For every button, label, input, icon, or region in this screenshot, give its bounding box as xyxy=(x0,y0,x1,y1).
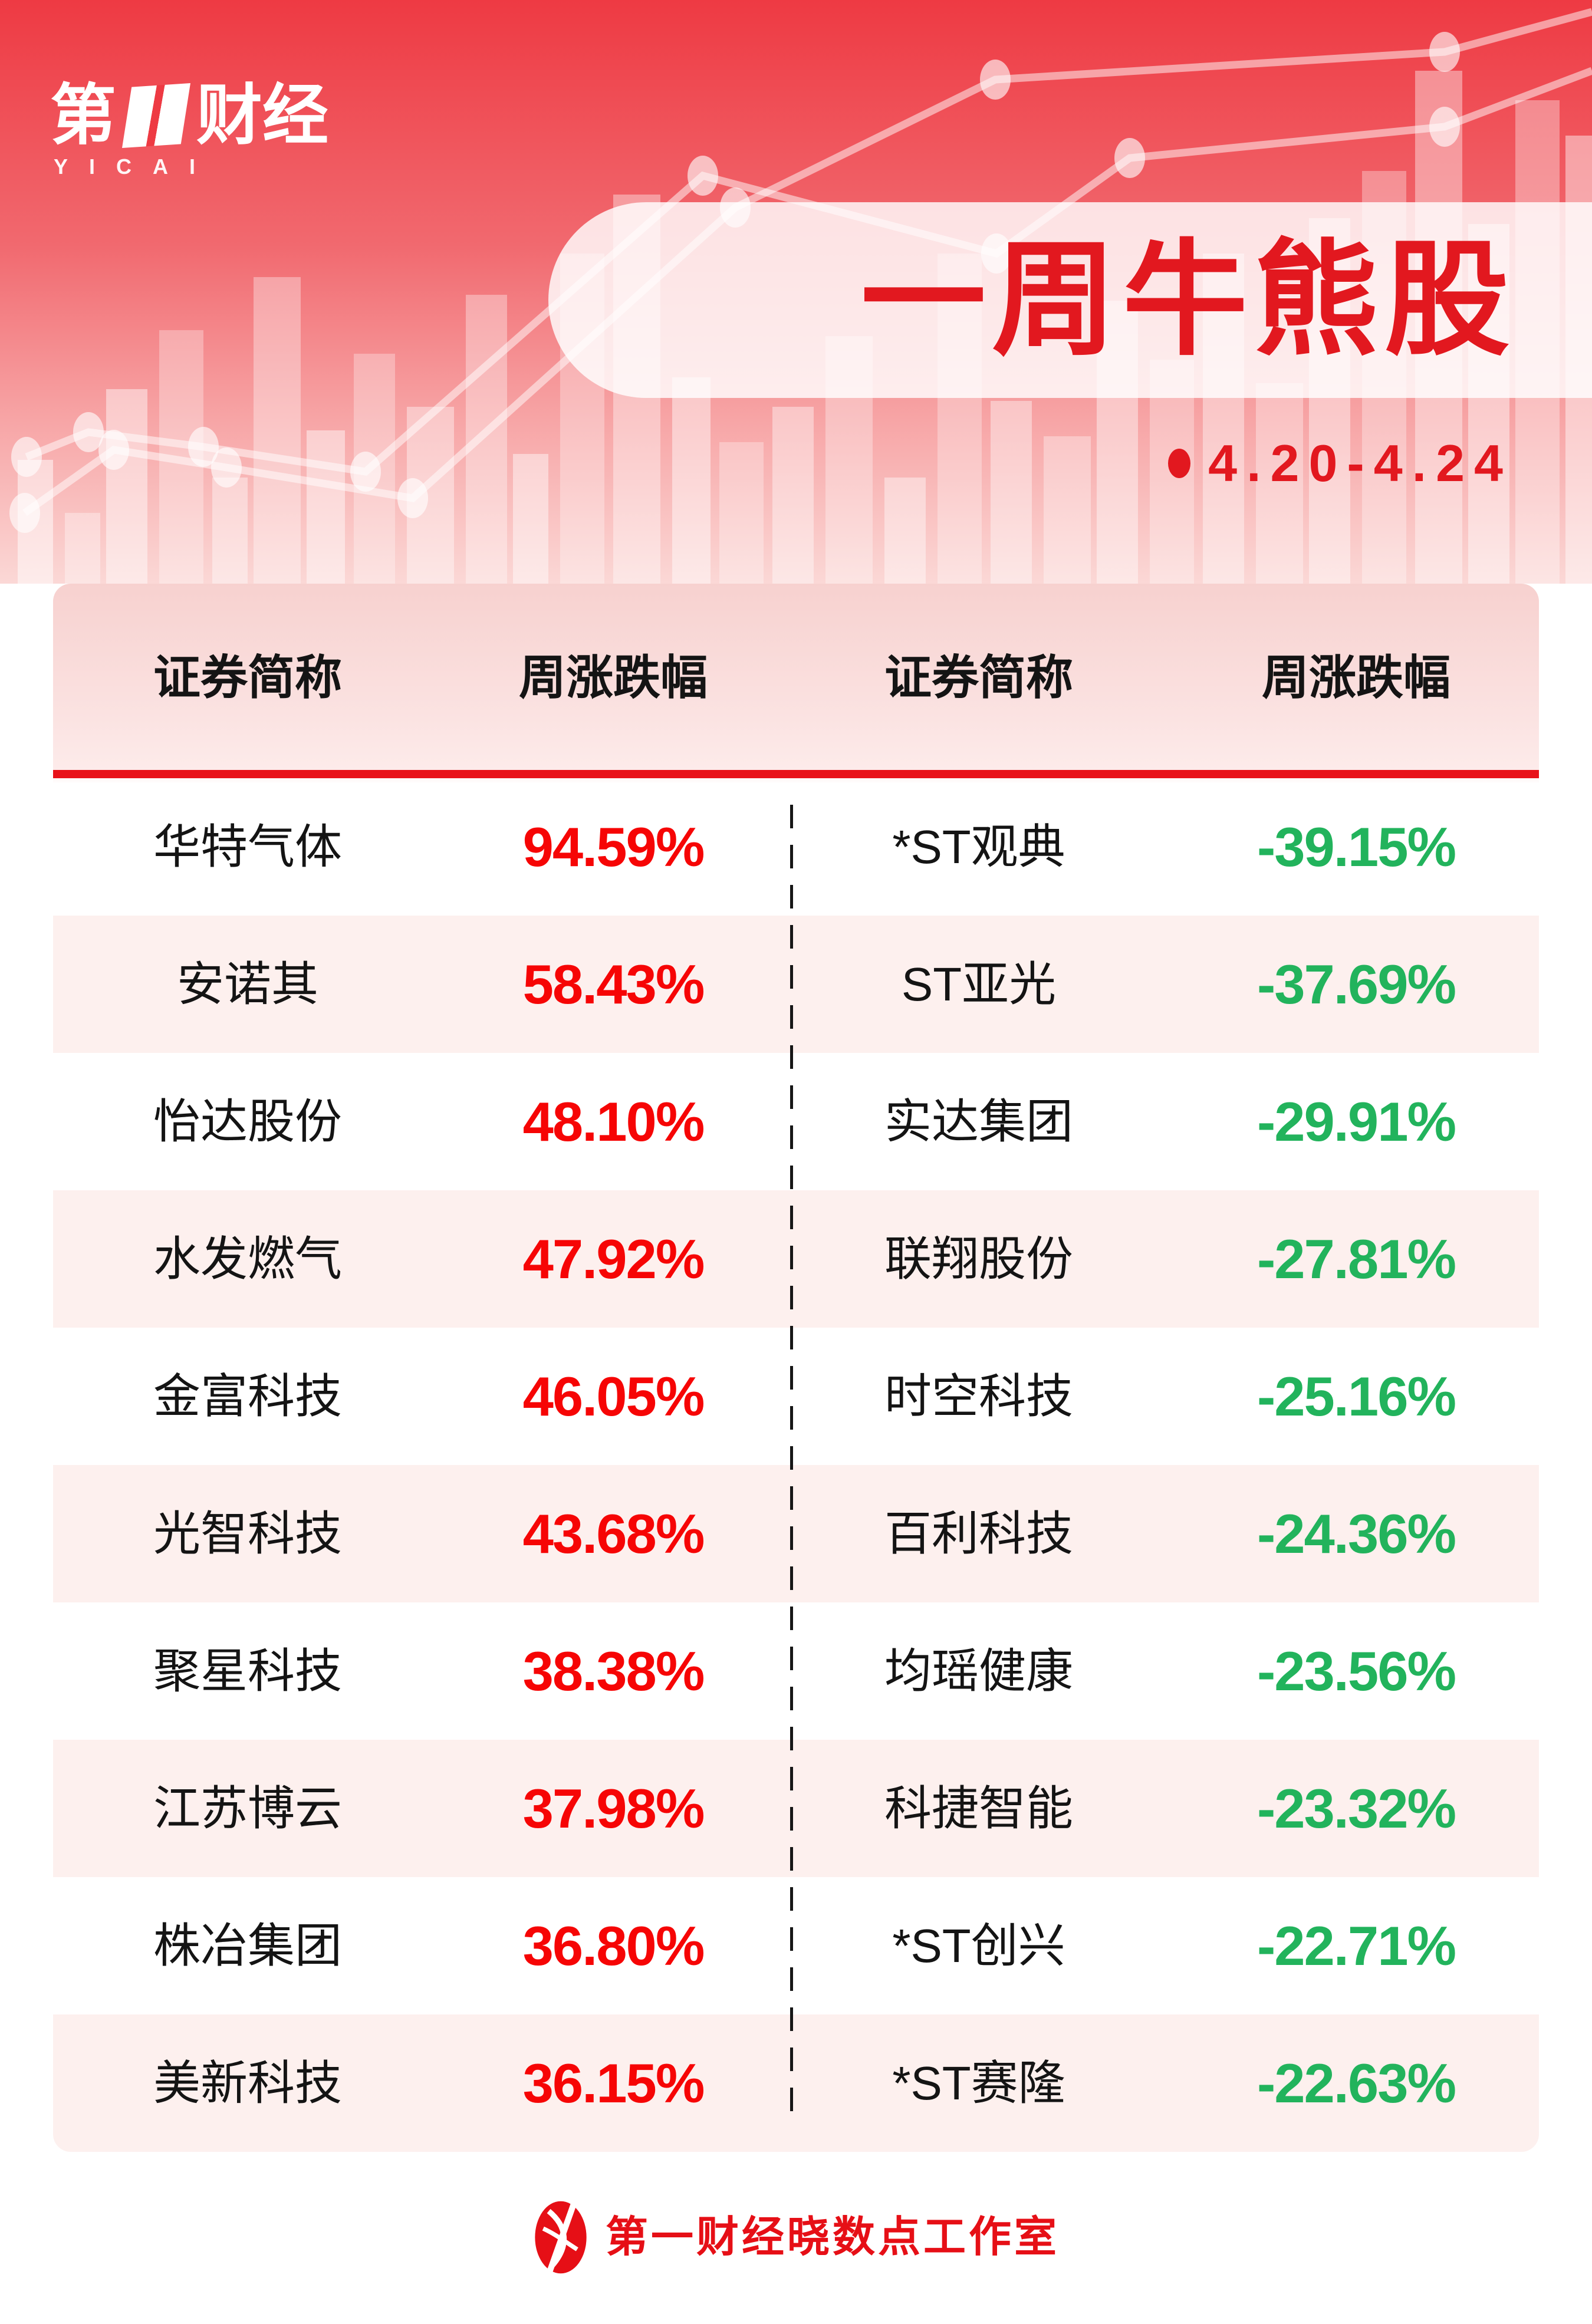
loser-stock-name: *ST观典 xyxy=(892,820,1065,873)
gainer-weekly-change: 48.10% xyxy=(522,1090,705,1153)
loser-weekly-change: -25.16% xyxy=(1257,1365,1456,1427)
gainer-weekly-change: 47.92% xyxy=(522,1227,705,1290)
gainer-stock-name: 安诺其 xyxy=(177,957,318,1010)
table-header-row: 证券简称 周涨跌幅 证券简称 周涨跌幅 xyxy=(53,643,1539,713)
title-banner: 一周牛熊股 xyxy=(548,202,1592,398)
loser-weekly-change: -22.71% xyxy=(1257,1914,1456,1977)
table-rows: 华特气体 94.59% *ST观典 -39.15% 安诺其 58.43% ST亚… xyxy=(53,778,1539,2152)
loser-weekly-change: -23.56% xyxy=(1257,1640,1456,1702)
table-row: 怡达股份 48.10% 实达集团 -29.91% xyxy=(53,1053,1539,1190)
dashed-column-divider xyxy=(790,805,793,2119)
gainer-weekly-change: 37.98% xyxy=(522,1777,705,1839)
gainer-weekly-change: 94.59% xyxy=(522,815,705,878)
gainer-stock-name: 华特气体 xyxy=(153,820,342,873)
logo-flag-icon xyxy=(122,83,190,148)
loser-stock-name: *ST赛隆 xyxy=(892,2056,1065,2109)
column-header: 证券简称 xyxy=(884,651,1073,704)
table-row: 美新科技 36.15% *ST赛隆 -22.63% xyxy=(53,2014,1539,2152)
loser-stock-name: 百利科技 xyxy=(884,1507,1073,1560)
page-title: 一周牛熊股 xyxy=(861,230,1515,370)
logo-subtext: YICAI xyxy=(54,154,217,179)
gainer-weekly-change: 58.43% xyxy=(522,953,705,1015)
loser-weekly-change: -27.81% xyxy=(1257,1227,1456,1290)
yicai-logo: 第 财经 YICAI xyxy=(50,83,328,179)
table-row: 金富科技 46.05% 时空科技 -25.16% xyxy=(53,1328,1539,1465)
loser-stock-name: 时空科技 xyxy=(884,1370,1073,1423)
loser-stock-name: 联翔股份 xyxy=(884,1232,1073,1285)
gainer-weekly-change: 38.38% xyxy=(522,1640,705,1702)
footer: 第一财经晓数点工作室 xyxy=(0,2199,1592,2276)
table-row: 聚星科技 38.38% 均瑶健康 -23.56% xyxy=(53,1602,1539,1740)
loser-weekly-change: -23.32% xyxy=(1257,1777,1456,1839)
yicai-studio-logo-icon xyxy=(535,2201,587,2274)
loser-stock-name: ST亚光 xyxy=(901,957,1057,1010)
gainer-weekly-change: 36.80% xyxy=(522,1914,705,1977)
loser-weekly-change: -24.36% xyxy=(1257,1502,1456,1565)
table-row: 水发燃气 47.92% 联翔股份 -27.81% xyxy=(53,1190,1539,1328)
table-row: 江苏博云 37.98% 科捷智能 -23.32% xyxy=(53,1740,1539,1877)
gainer-stock-name: 聚星科技 xyxy=(153,1644,342,1697)
table-row: 光智科技 43.68% 百利科技 -24.36% xyxy=(53,1465,1539,1602)
logo-chars: 财经 xyxy=(196,78,328,152)
loser-weekly-change: -39.15% xyxy=(1257,815,1456,878)
gainer-stock-name: 水发燃气 xyxy=(153,1232,342,1285)
gainer-stock-name: 江苏博云 xyxy=(153,1782,342,1835)
column-header: 证券简称 xyxy=(153,651,342,704)
date-range: 4.20-4.24 xyxy=(1208,434,1512,492)
loser-weekly-change: -22.63% xyxy=(1257,2052,1456,2114)
table-row: 株冶集团 36.80% *ST创兴 -22.71% xyxy=(53,1877,1539,2014)
gainer-stock-name: 怡达股份 xyxy=(153,1095,342,1148)
gainer-stock-name: 株冶集团 xyxy=(153,1919,342,1972)
gainer-stock-name: 美新科技 xyxy=(153,2056,342,2109)
table-row: 安诺其 58.43% ST亚光 -37.69% xyxy=(53,916,1539,1053)
loser-stock-name: 实达集团 xyxy=(884,1095,1073,1148)
loser-stock-name: 均瑶健康 xyxy=(884,1644,1073,1697)
date-range-row: 4.20-4.24 xyxy=(1168,437,1512,489)
gainer-stock-name: 金富科技 xyxy=(153,1370,342,1423)
gainer-weekly-change: 36.15% xyxy=(522,2052,705,2114)
bullet-dot-icon xyxy=(1168,449,1191,478)
table-row: 华特气体 94.59% *ST观典 -39.15% xyxy=(53,778,1539,916)
column-header: 周涨跌幅 xyxy=(1262,651,1450,704)
loser-stock-name: *ST创兴 xyxy=(892,1919,1065,1972)
gainer-weekly-change: 46.05% xyxy=(522,1365,705,1427)
studio-name: 第一财经晓数点工作室 xyxy=(605,2214,1060,2261)
loser-weekly-change: -37.69% xyxy=(1257,953,1456,1015)
gainer-stock-name: 光智科技 xyxy=(153,1507,342,1560)
loser-weekly-change: -29.91% xyxy=(1257,1090,1456,1153)
stocks-table-panel: 证券简称 周涨跌幅 证券简称 周涨跌幅 华特气体 94.59% *ST观典 -3… xyxy=(53,584,1539,2152)
gainer-weekly-change: 43.68% xyxy=(522,1502,705,1565)
column-header: 周涨跌幅 xyxy=(519,651,708,704)
loser-stock-name: 科捷智能 xyxy=(884,1782,1073,1835)
header-separator-line xyxy=(53,770,1539,778)
logo-char: 第 xyxy=(50,78,116,152)
